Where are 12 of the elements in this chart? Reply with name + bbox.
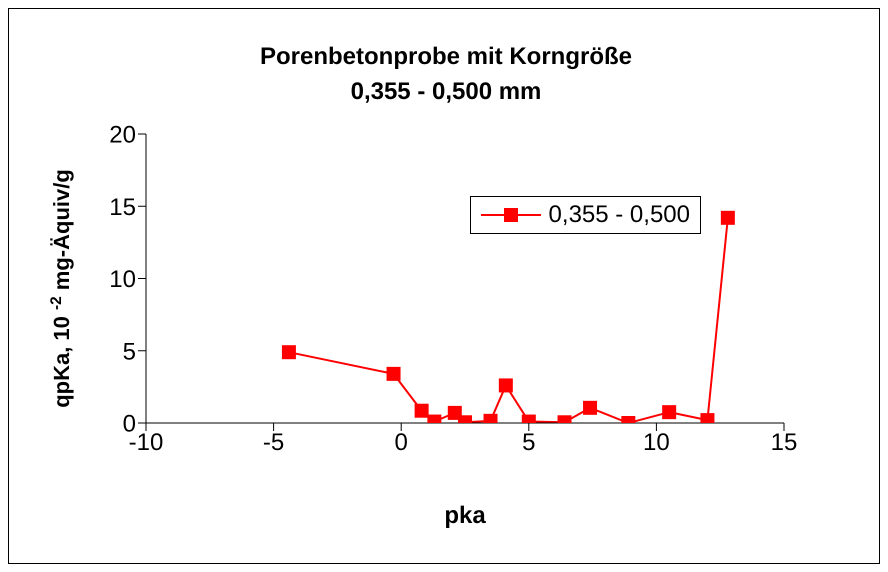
- x-tick-label: 10: [643, 429, 670, 456]
- legend-label: 0,355 - 0,500: [548, 201, 690, 229]
- x-tick-label: -5: [262, 429, 284, 456]
- x-tick-label: 5: [522, 429, 536, 456]
- y-tick-label: 10: [109, 266, 136, 294]
- x-tick-label: 15: [770, 429, 798, 456]
- x-tick-label: 0: [394, 429, 408, 456]
- x-axis-title: pka: [444, 502, 486, 529]
- y-tick-label: 5: [122, 338, 136, 366]
- chart-title: Porenbetonprobe mit Korngröße 0,355 - 0,500 mm: [260, 43, 632, 105]
- y-tick-label: 15: [109, 194, 136, 221]
- y-tick-label: 20: [109, 122, 136, 149]
